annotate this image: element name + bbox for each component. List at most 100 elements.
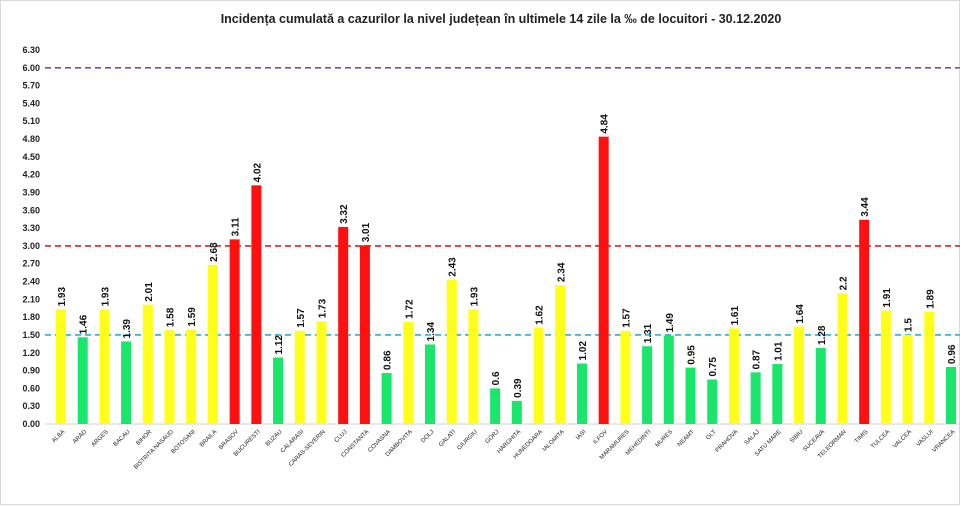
x-tick-label: VALCEA [892,429,913,450]
x-tick-label: VASLUI [916,429,935,448]
x-tick-label: ARAD [72,429,89,446]
y-tick-label: 0.30 [22,401,40,411]
x-tick-label: IASI [575,429,587,441]
bar-giurgiu [468,309,479,424]
bar-caras-severin [316,321,327,424]
y-tick-label: 6.30 [22,45,40,55]
data-label: 1.49 [665,313,676,333]
data-label: 1.72 [404,299,415,319]
x-tick-label: BRAILA [199,429,218,448]
y-tick-label: 2.10 [22,294,40,304]
bar-arges [99,309,110,424]
y-tick-label: 0.90 [22,366,40,376]
data-label: 1.91 [882,288,893,308]
y-tick-label: 1.80 [22,312,40,322]
bar-bacau [121,341,132,424]
bar-botosani [186,329,197,424]
y-tick-label: 4.50 [22,152,40,162]
chart-title: Incidența cumulată a cazurilor la nivel … [221,12,782,26]
bar-prahova [728,328,739,424]
bar-vrancea [946,367,956,424]
y-tick-label: 3.00 [22,241,40,251]
data-label: 2.01 [144,282,155,302]
bar-satu-mare [772,364,783,424]
bar-timis [859,219,870,424]
x-tick-label: NEAMT [677,429,696,448]
x-tick-label: GORJ [485,429,501,445]
y-tick-label: 4.80 [22,134,40,144]
data-label: 1.57 [621,308,632,328]
bar-salaj [750,372,761,424]
y-tick-label: 1.50 [22,330,40,340]
data-label: 0.75 [708,357,719,377]
x-tick-label: BOTOSANI [171,429,197,455]
data-label: 0.87 [752,349,763,369]
bar-galati [446,279,457,424]
x-tick-label: ILFOV [593,429,610,446]
x-tick-label: VRANCEA [932,429,957,454]
data-label: 2.34 [556,262,567,282]
data-label: 3.11 [231,217,242,236]
data-label: 1.01 [773,341,784,361]
bar-ilfov [598,136,609,424]
bar-alba [56,309,66,424]
data-label: 1.58 [166,307,177,327]
y-tick-label: 1.20 [22,348,40,358]
data-label: 1.57 [296,308,307,328]
x-tick-label: MURES [655,429,675,449]
x-tick-label: TIMIS [854,429,870,445]
x-tick-label: SALAJ [744,429,761,446]
bar-vaslui [924,311,935,424]
bar-tulcea [880,310,891,424]
bar-cluj [338,226,349,424]
x-tick-label: DOLJ [420,429,435,444]
y-tick-label: 3.30 [22,223,40,233]
bar-gorj [490,388,501,424]
x-tick-label: BIHOR [136,429,154,447]
data-label: 3.32 [339,204,350,224]
data-label: 1.93 [57,287,68,307]
data-label: 3.01 [361,222,372,242]
data-label: 2.68 [209,242,220,262]
bar-maramures [620,330,631,424]
y-tick-label: 0.00 [22,419,40,429]
bar-dambovita [403,321,414,424]
y-tick-label: 3.90 [22,187,40,197]
x-tick-label: IALOMITA [542,429,566,453]
data-label: 1.31 [643,323,654,343]
y-tick-label: 3.60 [22,205,40,215]
data-label: 0.95 [687,345,698,365]
data-label: 1.12 [274,335,285,355]
y-tick-label: 5.70 [22,81,40,91]
bar-covasna [381,372,392,424]
x-tick-label: TULCEA [870,429,891,450]
bar-olt [707,379,718,424]
bar-arad [77,337,88,424]
data-label: 4.02 [252,162,263,182]
bar-teleorman [837,293,848,424]
x-tick-label: CLUJ [334,429,349,444]
bar-iasi [576,363,587,424]
data-label: 1.39 [122,319,133,339]
bar-mehedinti [642,346,653,424]
bar-hunedoara [533,327,544,424]
bar-mures [663,335,674,424]
data-label: 1.93 [469,287,480,307]
y-tick-label: 6.00 [22,63,40,73]
x-tick-label: OLT [705,429,717,441]
bar-dolj [425,344,436,424]
data-label: 1.28 [817,325,828,345]
bar-valcea [902,334,913,424]
y-tick-label: 5.40 [22,98,40,108]
y-tick-label: 4.20 [22,170,40,180]
data-label: 0.6 [491,371,502,385]
y-tick-label: 0.60 [22,383,40,393]
data-label: 0.96 [947,344,958,364]
y-tick-label: 2.70 [22,259,40,269]
bar-bucuresti [251,185,262,424]
bar-buzau [273,357,284,424]
data-label: 1.61 [730,306,741,326]
bar-braila [207,264,218,424]
x-tick-label: ARGES [91,429,110,448]
